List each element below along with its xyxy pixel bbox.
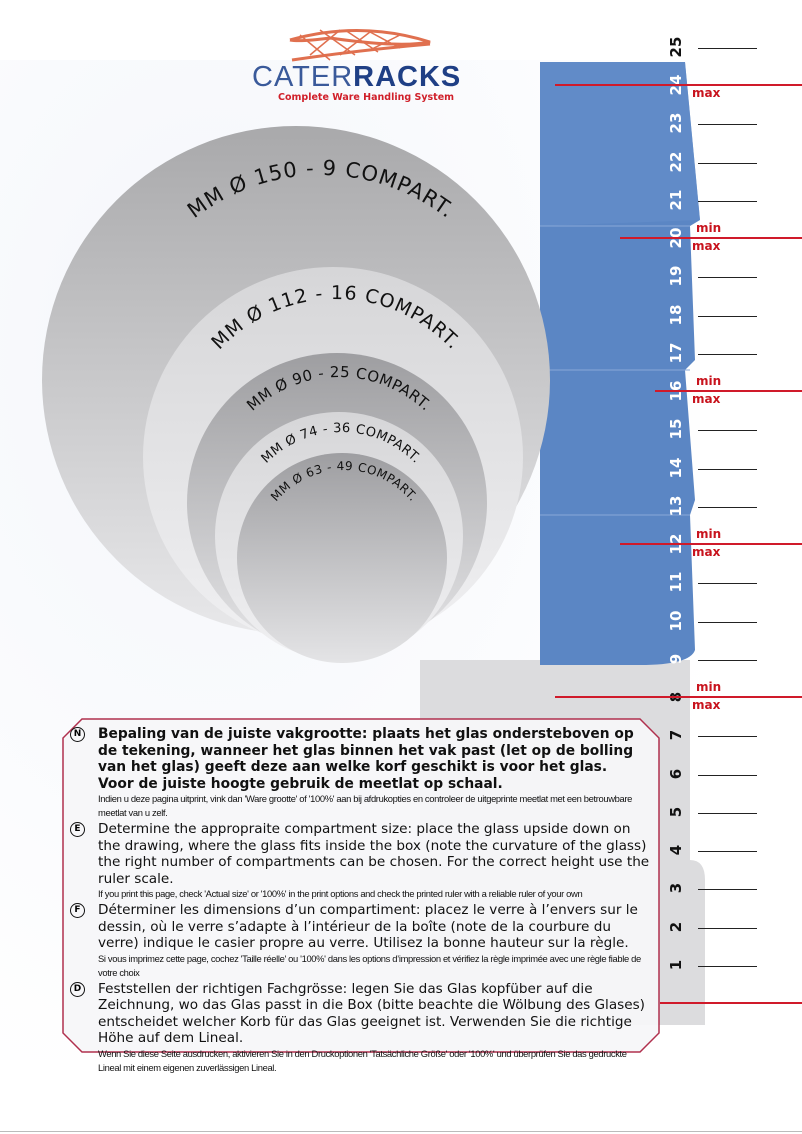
ruler-number-17: 17	[667, 342, 685, 364]
ruler-number-19: 19	[667, 265, 685, 287]
ruler-tick	[698, 430, 757, 432]
ruler-tick	[698, 200, 757, 202]
logo-swoosh-icon	[289, 28, 431, 62]
language-marker-f: F	[70, 903, 85, 918]
ruler-number-15: 15	[667, 418, 685, 440]
language-marker-d: D	[70, 981, 85, 997]
ruler-limit-line	[620, 543, 802, 545]
ruler-number-10: 10	[667, 610, 685, 631]
ruler-number-23: 23	[667, 112, 685, 134]
instruction-main: Bepaling van de juiste vakgrootte: plaat…	[98, 726, 634, 775]
ruler-tick	[698, 851, 757, 852]
instruction-note: Si vous imprimez cette page, cochez 'Tai…	[98, 952, 641, 978]
logo-word-racks: Racks	[353, 61, 462, 93]
ruler-limit-line	[620, 237, 802, 239]
ruler-tick	[698, 124, 757, 126]
ruler-number-11: 11	[667, 571, 685, 593]
ruler-number-7: 7	[667, 730, 685, 741]
ruler-tick	[698, 965, 757, 967]
ruler-limit-line	[655, 390, 802, 392]
ruler-tick	[698, 812, 757, 814]
ruler-number-22: 22	[667, 151, 685, 172]
ruler-max-label: max	[692, 86, 721, 100]
ruler-number-5: 5	[667, 806, 685, 817]
language-marker-e: E	[70, 822, 85, 837]
ruler-number-13: 13	[667, 495, 685, 517]
ruler-tick	[698, 927, 757, 929]
ruler-limit-line	[660, 1002, 802, 1004]
logo-word-cater: Cater	[252, 61, 354, 93]
ruler-number-21: 21	[667, 189, 685, 211]
ruler-tick	[698, 774, 757, 776]
ruler-min-label: min	[696, 527, 722, 541]
instruction-english: E Determine the appropraite compartment …	[70, 821, 650, 901]
ruler-number-25: 25	[667, 36, 685, 58]
ruler-tick	[698, 889, 757, 891]
ruler-max-label: max	[692, 239, 721, 253]
ruler-number-9: 9	[667, 653, 685, 664]
circle-63mm	[237, 453, 447, 663]
instruction-dutch: N Bepaling van de juiste vakgrootte: pla…	[70, 726, 650, 820]
logo-tagline: Complete Ware Handling System	[278, 92, 455, 103]
instruction-main: Déterminer les dimensions d’un compartim…	[98, 902, 638, 951]
ruler-tick	[698, 353, 757, 355]
instruction-main: Determine the appropraite compartment si…	[98, 821, 650, 887]
ruler-tick	[698, 162, 757, 164]
logo-wordmark: CaterRacks	[252, 61, 461, 94]
instruction-main: Feststellen der richtigen Fachgrösse: le…	[98, 980, 645, 1047]
language-marker-n: N	[70, 727, 85, 742]
ruler-number-1: 1	[667, 959, 685, 970]
ruler-tick	[698, 468, 757, 470]
ruler-tick	[698, 506, 757, 508]
instruction-note: Indien u deze pagina uitprint, vink dan …	[98, 793, 633, 818]
ruler-limit-line	[555, 696, 802, 698]
instruction-note: Wenn Sie diese Seite ausdrucken, aktivie…	[98, 1047, 627, 1073]
ruler-min-label: min	[696, 221, 722, 235]
instructions-box-border	[62, 718, 660, 1053]
ruler-max-label: max	[692, 698, 721, 712]
ruler-tick	[698, 621, 757, 623]
instruction-note: If you print this page, check 'Actual si…	[98, 888, 583, 899]
ruler-number-6: 6	[667, 768, 685, 779]
ruler-max-label: max	[692, 545, 721, 559]
ruler-tick	[698, 315, 757, 317]
ruler-min-label: min	[696, 680, 722, 694]
ruler-tick	[698, 659, 757, 661]
instructions-box: N Bepaling van de juiste vakgrootte: pla…	[62, 718, 660, 1073]
page-bottom-rule	[0, 1131, 802, 1132]
caterracks-logo: CaterRacks Complete Ware Handling System	[250, 18, 480, 108]
ruler-max-label: max	[692, 392, 721, 406]
ruler-number-3: 3	[667, 883, 685, 894]
ruler-tick	[698, 583, 757, 585]
ruler-number-18: 18	[667, 304, 685, 325]
ruler-number-2: 2	[667, 921, 685, 932]
ruler-tick	[698, 47, 757, 49]
instruction-main-2: Voor de juiste hoogte gebruik de meetlat…	[98, 775, 503, 792]
ruler-limit-line	[555, 84, 802, 86]
ruler-min-label: min	[696, 374, 722, 388]
instruction-german: D Feststellen der richtigen Fachgrösse: …	[70, 981, 650, 1075]
ruler-tick	[698, 277, 757, 279]
ruler-number-4: 4	[667, 844, 685, 856]
instruction-french: F Déterminer les dimensions d’un compart…	[70, 902, 650, 980]
ruler-number-14: 14	[667, 457, 685, 478]
ruler-tick	[698, 736, 757, 738]
